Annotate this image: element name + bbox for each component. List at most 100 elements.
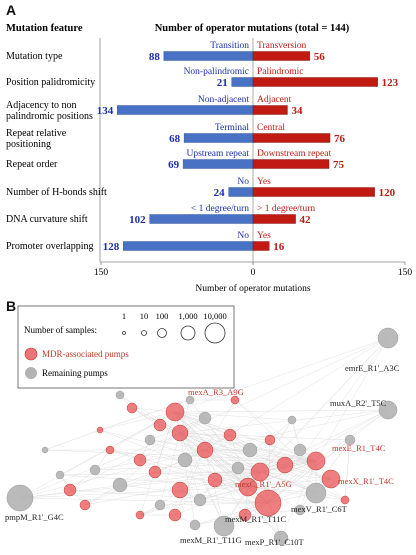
network-edge (204, 417, 261, 473)
legend-size-circle (122, 331, 126, 335)
value-label-right: 120 (379, 187, 396, 199)
network-edge (179, 432, 351, 441)
network-edge (174, 449, 206, 516)
node-label: pmpM_R1'_G4C (5, 512, 64, 522)
mdr-pump-node (250, 462, 270, 482)
mdr-pump-node (321, 469, 341, 489)
remaining-pump-node (305, 482, 327, 504)
bar-left (228, 187, 254, 197)
pump-network-graph: Number of samples: 1 10 100 1,000 10,000 MDR-a… (5, 305, 400, 547)
remaining-pump-node (154, 499, 166, 511)
group-label-right: Adjacent (257, 95, 292, 105)
mdr-pump-node (168, 508, 182, 522)
network-edge (174, 411, 261, 473)
mdr-pump-node (230, 395, 240, 405)
network-edge (174, 411, 317, 462)
panel-a: Mutation feature Number of operator mutat… (6, 23, 413, 294)
legend-size-circle (141, 330, 147, 336)
network-edge (267, 439, 351, 504)
value-label-right: 76 (334, 133, 346, 145)
category-label: Mutation type (6, 51, 63, 62)
legend-box (17, 305, 235, 389)
legend-remaining-label: Remaining pumps (42, 368, 108, 378)
network-edge (44, 429, 101, 451)
mdr-pump-node (196, 441, 214, 459)
bar-right (252, 133, 331, 143)
network-edge (154, 471, 249, 488)
network-edge (247, 486, 346, 501)
remaining-pump-node (344, 434, 356, 446)
node-label: mexV_R1'_C6T (291, 504, 348, 514)
legend-size-circle (157, 328, 167, 338)
value-label-left: 134 (97, 105, 114, 117)
network-edge (69, 432, 181, 491)
network-edge (174, 411, 293, 421)
node-label: mexC_R1'_A5G (235, 479, 292, 489)
network-edge (199, 471, 261, 501)
network-edge (149, 439, 206, 451)
value-label-right: 123 (382, 77, 399, 89)
mdr-pump-node (223, 428, 237, 442)
group-label-right: Yes (257, 231, 271, 241)
mdr-pump-node (207, 472, 223, 488)
mdr-pump-node (254, 489, 282, 517)
x-tick-label: 150 (398, 268, 413, 278)
mdr-pump-node (133, 453, 147, 467)
value-label-right: 34 (291, 105, 303, 117)
network-edge (259, 471, 346, 501)
network-edge (204, 449, 225, 527)
remaining-pump-node (293, 443, 307, 457)
group-label-left: Upstream repeat (186, 149, 249, 159)
category-label: Promoter overlapping (6, 241, 93, 252)
network-edge (174, 409, 389, 413)
legend-size-label: 10 (140, 311, 149, 321)
group-label-left: Non-adjacent (198, 95, 250, 105)
value-label-left: 88 (149, 51, 161, 63)
bar-left (182, 159, 254, 169)
chart-title: Number of operator mutations (total = 14… (155, 23, 350, 34)
legend-size-label: 1 (122, 311, 126, 321)
value-label-right: 16 (273, 241, 285, 253)
remaining-pump-node (213, 515, 235, 537)
remaining-pump-node (89, 464, 101, 476)
bar-left (123, 241, 254, 251)
x-axis-label: Number of operator mutations (195, 283, 311, 294)
legend-size-circle (204, 322, 226, 344)
remaining-pump-node (273, 530, 289, 546)
bar-right (252, 77, 378, 87)
mdr-pump-node (264, 434, 276, 446)
network-edge (19, 486, 249, 499)
group-label-left: Non-palindromic (184, 67, 249, 77)
node-label: mexM_R1'_T11C (225, 514, 287, 524)
category-label: Adjacency to non palindromic positions (6, 100, 93, 122)
bar-right (252, 187, 375, 197)
feature-header: Mutation feature (6, 23, 83, 34)
value-label-left: 69 (168, 159, 180, 171)
remaining-pump-node (177, 452, 193, 468)
node-label: mexP_R1'_C10T (245, 537, 304, 547)
value-label-right: 42 (300, 214, 312, 226)
network-edge (204, 399, 236, 451)
group-label-left: Terminal (215, 123, 250, 133)
node-label: mexX_R1'_T4C (338, 476, 394, 486)
network-edge (109, 411, 176, 451)
network-edge (179, 460, 317, 491)
mdr-pump-node (105, 445, 115, 455)
network-edge (204, 449, 317, 462)
network-edge (119, 484, 269, 504)
remaining-pump-node (377, 327, 399, 349)
value-label-right: 56 (314, 51, 326, 63)
panel-a-letter: A (6, 2, 17, 18)
network-edge (267, 337, 389, 504)
network-edge (174, 337, 389, 413)
remaining-pump-node (55, 470, 65, 480)
bar-left (231, 77, 254, 87)
category-label: Position palidromicity (6, 77, 95, 88)
network-edge (99, 429, 249, 488)
node-label: muxA_R2'_T5C (330, 398, 387, 408)
network-edge (249, 449, 317, 462)
bar-left (117, 105, 254, 115)
network-edge (159, 502, 269, 506)
bar-right (252, 105, 288, 115)
network-edge (174, 411, 282, 539)
